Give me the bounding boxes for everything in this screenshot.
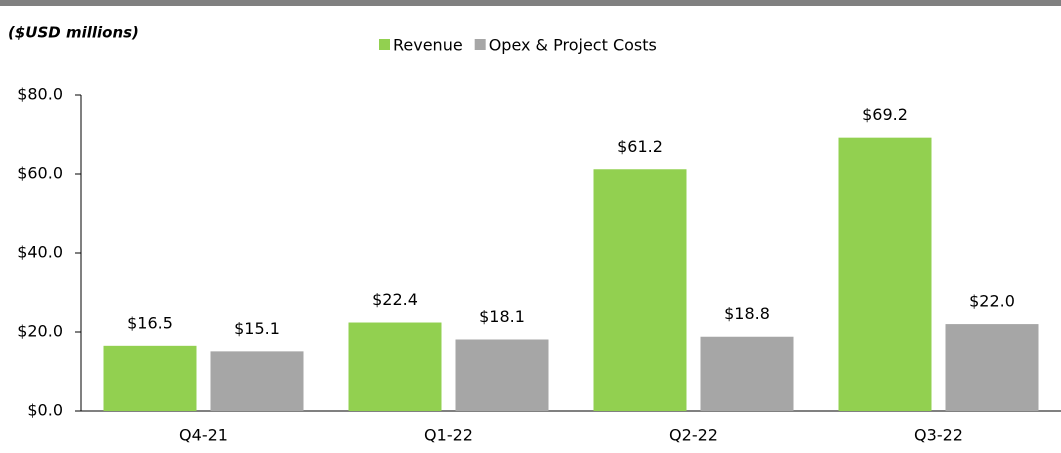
- legend-label: Opex & Project Costs: [489, 36, 657, 55]
- bar: [700, 336, 794, 411]
- bar: [103, 345, 197, 411]
- y-tick-label: $20.0: [17, 322, 63, 341]
- x-tick-label: Q3-22: [914, 426, 963, 445]
- value-label: $22.0: [969, 292, 1015, 311]
- bar: [455, 339, 549, 411]
- value-label: $15.1: [234, 319, 280, 338]
- bar: [348, 322, 442, 411]
- legend-swatch: [474, 39, 486, 50]
- value-label: $69.2: [862, 105, 908, 124]
- bar: [945, 324, 1039, 411]
- x-tick-label: Q2-22: [669, 426, 718, 445]
- y-tick-label: $80.0: [17, 85, 63, 104]
- value-label: $22.4: [372, 290, 418, 309]
- bar: [210, 351, 304, 411]
- bar: [593, 169, 687, 411]
- value-label: $61.2: [617, 137, 663, 156]
- value-label: $16.5: [127, 313, 173, 332]
- legend-label: Revenue: [393, 36, 463, 55]
- x-tick-label: Q4-21: [179, 426, 228, 445]
- top-band: [0, 0, 1061, 6]
- y-tick-label: $0.0: [27, 401, 63, 420]
- y-tick-label: $40.0: [17, 243, 63, 262]
- x-tick-label: Q1-22: [424, 426, 473, 445]
- value-label: $18.8: [724, 304, 770, 323]
- chart-subtitle: ($USD millions): [8, 24, 139, 42]
- legend-swatch: [379, 39, 390, 50]
- y-tick-label: $60.0: [17, 164, 63, 183]
- value-label: $18.1: [479, 307, 525, 326]
- bar: [838, 137, 932, 411]
